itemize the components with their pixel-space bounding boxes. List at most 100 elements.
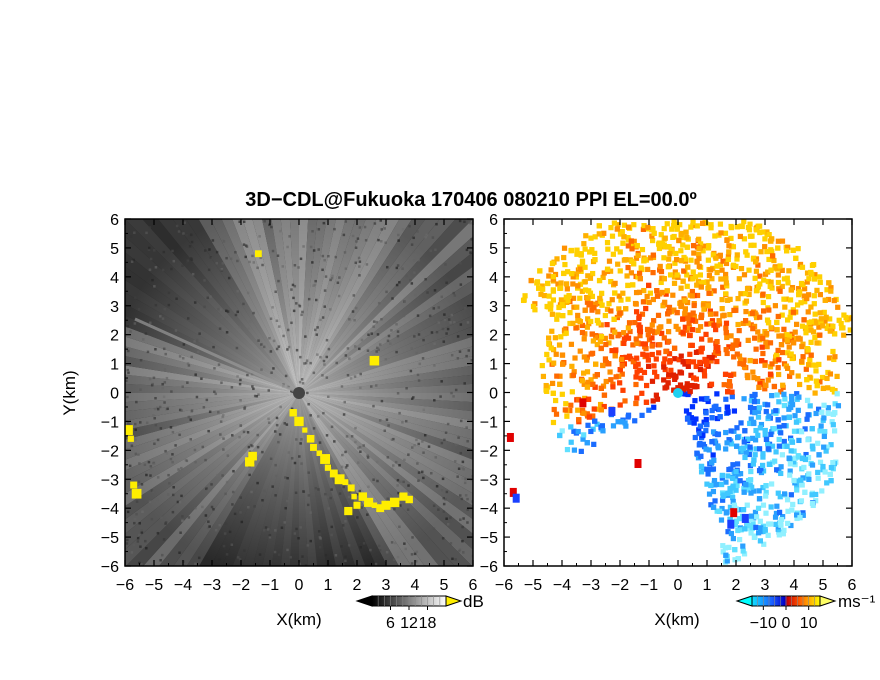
velocity-cell xyxy=(812,311,818,317)
speckle xyxy=(169,457,173,461)
velocity-cell xyxy=(793,512,800,518)
speckle xyxy=(234,251,237,254)
velocity-cell xyxy=(777,494,783,500)
y-tick-label: −4 xyxy=(480,501,498,518)
speckle xyxy=(321,254,325,258)
velocity-cell xyxy=(644,382,650,389)
speckle xyxy=(270,371,273,374)
high-reflectivity-cell xyxy=(289,409,297,417)
velocity-cell xyxy=(724,334,730,341)
speckle xyxy=(271,249,275,253)
speckle xyxy=(405,387,408,390)
velocity-cell xyxy=(778,389,784,395)
speckle xyxy=(449,321,452,324)
velocity-cell xyxy=(723,446,729,452)
speckle xyxy=(158,405,162,409)
velocity-cell xyxy=(772,265,778,271)
velocity-cell xyxy=(780,382,786,388)
speckle xyxy=(193,301,197,304)
velocity-cell xyxy=(736,327,742,334)
speckle xyxy=(393,541,397,545)
speckle xyxy=(404,547,407,551)
velocity-cell xyxy=(612,329,618,335)
velocity-cell xyxy=(676,237,682,244)
velocity-cell xyxy=(696,245,702,252)
speckle xyxy=(168,482,171,485)
speckle xyxy=(154,423,158,427)
speckle xyxy=(387,424,390,427)
velocity-cell xyxy=(773,408,779,414)
velocity-cell xyxy=(707,311,714,317)
speckle xyxy=(443,313,446,316)
velocity-cell xyxy=(777,520,784,526)
y-tick-label: 0 xyxy=(110,386,119,403)
speckle xyxy=(272,367,275,370)
speckle xyxy=(146,350,150,354)
speckle xyxy=(172,259,176,263)
velocity-cell xyxy=(762,432,768,438)
speckle xyxy=(353,375,357,378)
velocity-cell xyxy=(557,373,563,379)
velocity-cell xyxy=(582,307,588,313)
speckle xyxy=(352,294,356,297)
speckle xyxy=(390,467,394,471)
speckle xyxy=(150,517,154,521)
speckle xyxy=(356,461,360,464)
speckle xyxy=(247,445,251,449)
speckle xyxy=(251,254,254,258)
velocity-cell xyxy=(700,441,706,447)
velocity-cell xyxy=(791,428,798,434)
speckle xyxy=(274,290,277,294)
velocity-cell xyxy=(738,357,744,363)
velocity-cell xyxy=(582,264,588,270)
velocity-cell xyxy=(794,391,800,397)
velocity-cell xyxy=(753,427,759,434)
speckle xyxy=(403,542,406,545)
velocity-cell xyxy=(634,369,640,375)
velocity-cell xyxy=(756,488,762,494)
velocity-cell xyxy=(608,225,614,231)
speckle xyxy=(342,485,345,489)
velocity-cell xyxy=(561,270,567,277)
velocity-edge-cell xyxy=(512,493,520,503)
speckle xyxy=(414,293,417,297)
velocity-cell xyxy=(799,264,806,270)
velocity-cell xyxy=(593,301,599,307)
speckle xyxy=(164,352,167,356)
velocity-cell xyxy=(726,437,732,443)
velocity-cell xyxy=(691,375,697,381)
speckle xyxy=(340,465,344,469)
velocity-cell xyxy=(759,358,765,364)
speckle xyxy=(275,347,279,351)
velocity-cell xyxy=(755,284,762,290)
velocity-cell xyxy=(719,505,725,512)
speckle xyxy=(466,497,469,501)
speckle xyxy=(170,390,173,393)
x-tick-label: 4 xyxy=(411,577,420,594)
velocity-cell xyxy=(658,279,664,286)
velocity-cell xyxy=(604,322,610,328)
speckle xyxy=(457,436,460,439)
speckle xyxy=(148,500,152,503)
velocity-cell xyxy=(741,272,748,278)
velocity-cell xyxy=(644,293,650,300)
velocity-cell xyxy=(774,327,780,333)
velocity-cell xyxy=(781,527,787,533)
speckle xyxy=(162,538,166,541)
speckle xyxy=(347,495,351,499)
velocity-cell xyxy=(733,478,739,484)
speckle xyxy=(344,220,348,223)
speckle xyxy=(154,266,158,269)
velocity-xlabel: X(km) xyxy=(654,610,699,629)
velocity-cell xyxy=(749,484,755,490)
speckle xyxy=(286,348,289,351)
speckle xyxy=(355,240,358,243)
velocity-cell xyxy=(773,521,779,527)
velocity-cell xyxy=(745,525,751,532)
velocity-cell xyxy=(818,319,824,325)
velocity-cell xyxy=(590,381,596,387)
velocity-cell xyxy=(680,242,686,248)
velocity-cell xyxy=(550,297,557,303)
velocity-cell xyxy=(692,398,698,404)
velocity-cell xyxy=(538,291,544,297)
